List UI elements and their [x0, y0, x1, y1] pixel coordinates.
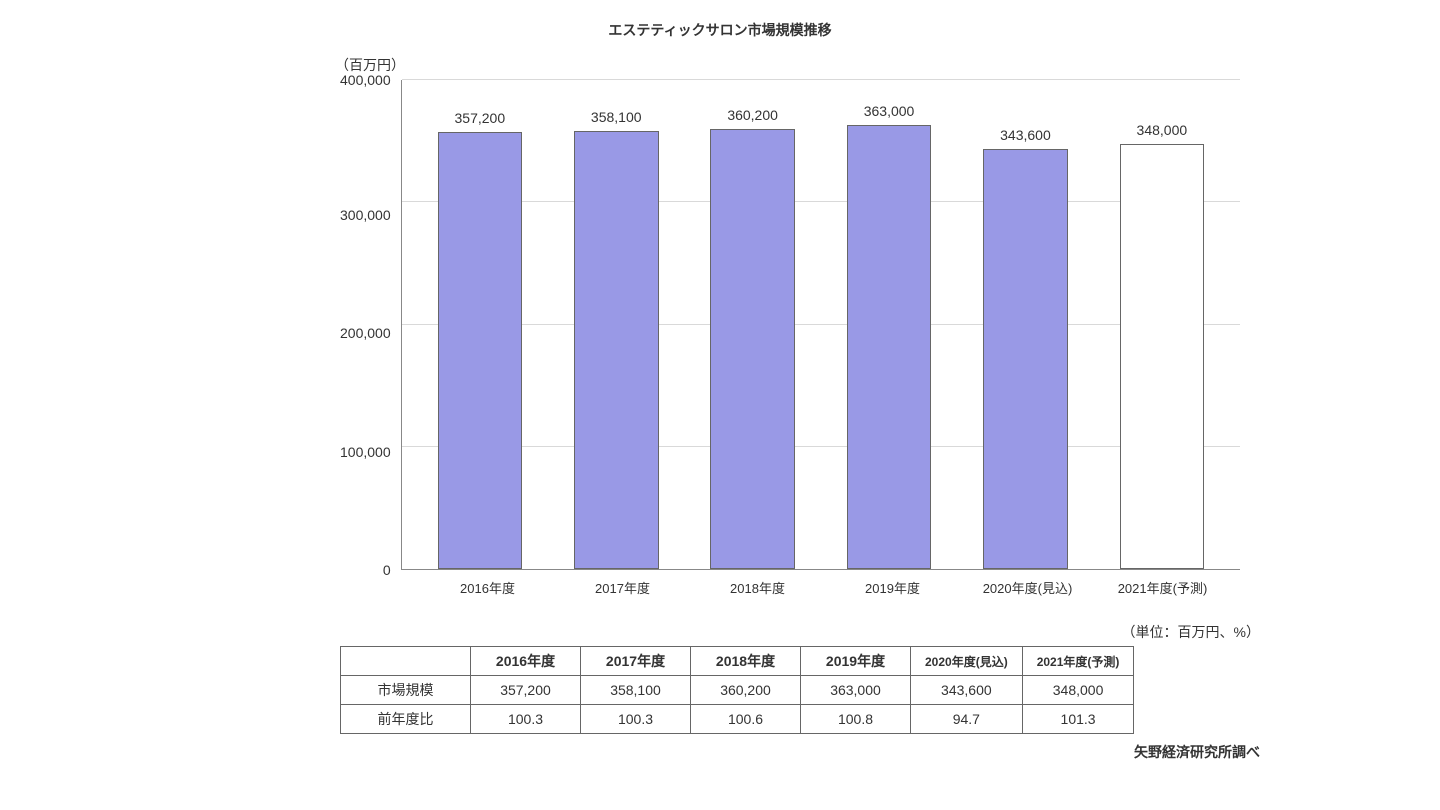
x-tick-label: 2017年度 [555, 578, 690, 597]
table-col-header: 2019年度 [801, 647, 911, 676]
table-corner-cell [341, 647, 471, 676]
table-row-header: 前年度比 [341, 705, 471, 734]
source-attribution: 矢野経済研究所調べ [20, 742, 1260, 762]
bar-value-label: 357,200 [455, 110, 506, 126]
chart-container: （百万円） 400,000300,000200,000100,0000 357,… [340, 55, 1240, 597]
x-tick-label: 2016年度 [420, 578, 555, 597]
table-row: 市場規模357,200358,100360,200363,000343,6003… [341, 676, 1134, 705]
data-table: 2016年度2017年度2018年度2019年度2020年度(見込)2021年度… [340, 646, 1134, 734]
x-tick-label: 2019年度 [825, 578, 960, 597]
table-col-header: 2017年度 [581, 647, 691, 676]
table-row: 前年度比100.3100.3100.6100.894.7101.3 [341, 705, 1134, 734]
x-axis: 2016年度2017年度2018年度2019年度2020年度(見込)2021年度… [410, 570, 1240, 597]
table-col-header: 2018年度 [691, 647, 801, 676]
table-row-header: 市場規模 [341, 676, 471, 705]
bar [574, 131, 659, 569]
table-unit-label: （単位：百万円、%） [20, 622, 1260, 642]
table-cell: 100.8 [801, 705, 911, 734]
table-cell: 101.3 [1022, 705, 1134, 734]
bar-value-label: 363,000 [864, 103, 915, 119]
table-cell: 100.3 [581, 705, 691, 734]
y-tick-label: 400,000 [340, 72, 391, 88]
y-axis: 400,000300,000200,000100,0000 [340, 80, 401, 570]
bar-slot: 357,200 [412, 80, 548, 569]
y-tick-label: 0 [383, 562, 391, 578]
y-axis-unit: （百万円） [335, 55, 1240, 75]
y-tick-label: 300,000 [340, 207, 391, 223]
table-cell: 343,600 [911, 676, 1023, 705]
table-cell: 360,200 [691, 676, 801, 705]
bar-slot: 348,000 [1094, 80, 1230, 569]
bar [438, 132, 523, 569]
bar-slot: 343,600 [957, 80, 1093, 569]
plot-area: 357,200 358,100 360,200 363,000 343,600 348,0… [401, 80, 1240, 570]
bars-container: 357,200 358,100 360,200 363,000 343,600 348,0… [402, 80, 1240, 569]
table-cell: 363,000 [801, 676, 911, 705]
y-tick-label: 100,000 [340, 444, 391, 460]
bar-slot: 363,000 [821, 80, 957, 569]
table-cell: 100.6 [691, 705, 801, 734]
bar-value-label: 358,100 [591, 109, 642, 125]
table-col-header: 2016年度 [471, 647, 581, 676]
bar-value-label: 360,200 [727, 107, 778, 123]
x-tick-label: 2021年度(予測) [1095, 578, 1230, 597]
table-col-header: 2021年度(予測) [1022, 647, 1134, 676]
x-tick-label: 2018年度 [690, 578, 825, 597]
table-cell: 94.7 [911, 705, 1023, 734]
x-tick-label: 2020年度(見込) [960, 578, 1095, 597]
table-cell: 100.3 [471, 705, 581, 734]
bar [847, 125, 932, 569]
table-cell: 357,200 [471, 676, 581, 705]
bar-value-label: 348,000 [1137, 122, 1188, 138]
y-tick-label: 200,000 [340, 325, 391, 341]
table-cell: 358,100 [581, 676, 691, 705]
bar [983, 149, 1068, 569]
table-cell: 348,000 [1022, 676, 1134, 705]
table-col-header: 2020年度(見込) [911, 647, 1023, 676]
bar-value-label: 343,600 [1000, 127, 1051, 143]
bar-slot: 358,100 [548, 80, 684, 569]
chart-title: エステティックサロン市場規模推移 [20, 20, 1420, 40]
bar [1120, 144, 1205, 569]
bar-slot: 360,200 [684, 80, 820, 569]
bar [710, 129, 795, 569]
